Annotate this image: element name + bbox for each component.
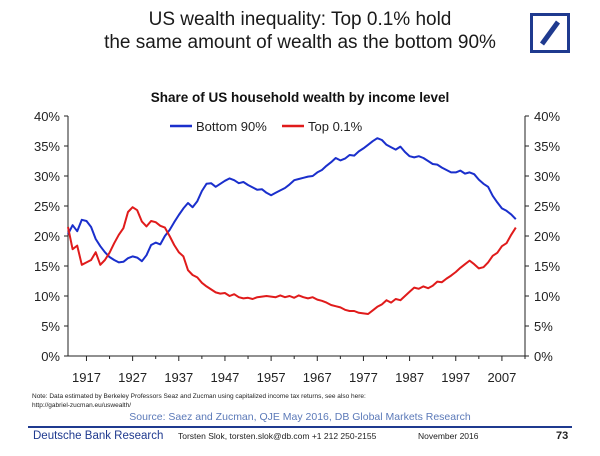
footer-divider xyxy=(28,426,572,428)
deutsche-bank-logo xyxy=(530,13,570,53)
footnote: Note: Data estimated by Berkeley Profess… xyxy=(32,392,552,410)
footer-author: Torsten Slok, torsten.slok@db.com +1 212… xyxy=(178,431,377,441)
series-line-bottom-90 xyxy=(67,137,517,264)
x-tick-label: 1957 xyxy=(257,370,286,385)
y-tick-label-left: 5% xyxy=(41,319,60,334)
x-tick-label: 1927 xyxy=(118,370,147,385)
footnote-line-2: http://gabriel-zucman.eu/uswealth/ xyxy=(32,402,131,409)
y-tick-label-right: 5% xyxy=(534,319,553,334)
y-tick-label-left: 40% xyxy=(34,109,60,124)
y-tick-label-right: 40% xyxy=(534,109,560,124)
headline-line-2: the same amount of wealth as the bottom … xyxy=(104,32,496,53)
x-tick-label: 1947 xyxy=(210,370,239,385)
y-tick-label-right: 35% xyxy=(534,139,560,154)
y-tick-label-left: 20% xyxy=(34,229,60,244)
x-tick-label: 1937 xyxy=(164,370,193,385)
legend-label: Bottom 90% xyxy=(196,119,267,134)
y-tick-label-left: 10% xyxy=(34,289,60,304)
headline-line-1: US wealth inequality: Top 0.1% hold xyxy=(148,9,452,30)
x-tick-label: 1987 xyxy=(395,370,424,385)
page-number: 73 xyxy=(556,430,569,442)
source-text: Source: Saez and Zucman, QJE May 2016, D… xyxy=(129,411,471,423)
x-tick-label: 1967 xyxy=(303,370,332,385)
y-tick-label-right: 0% xyxy=(534,349,553,364)
logo-slash-icon xyxy=(539,20,561,46)
y-tick-label-left: 0% xyxy=(41,349,60,364)
y-tick-label-left: 35% xyxy=(34,139,60,154)
y-tick-label-right: 15% xyxy=(534,259,560,274)
chart-title: Share of US household wealth by income l… xyxy=(150,90,450,105)
x-tick-label: 1977 xyxy=(349,370,378,385)
x-tick-label: 2007 xyxy=(487,370,516,385)
x-tick-label: 1997 xyxy=(441,370,470,385)
y-tick-label-left: 30% xyxy=(34,169,60,184)
footer-brand: Deutsche Bank Research xyxy=(33,430,164,442)
series-line-top-0-1 xyxy=(67,206,517,315)
headline: US wealth inequality: Top 0.1% hold the … xyxy=(0,8,600,54)
x-tick-label: 1917 xyxy=(72,370,101,385)
y-tick-label-right: 30% xyxy=(534,169,560,184)
y-tick-label-left: 25% xyxy=(34,199,60,214)
footnote-line-1: Note: Data estimated by Berkeley Profess… xyxy=(32,393,366,400)
y-tick-label-right: 10% xyxy=(534,289,560,304)
footer-date: November 2016 xyxy=(418,431,479,441)
y-tick-label-right: 20% xyxy=(534,229,560,244)
y-tick-label-right: 25% xyxy=(534,199,560,214)
legend-label: Top 0.1% xyxy=(308,119,363,134)
y-tick-label-left: 15% xyxy=(34,259,60,274)
